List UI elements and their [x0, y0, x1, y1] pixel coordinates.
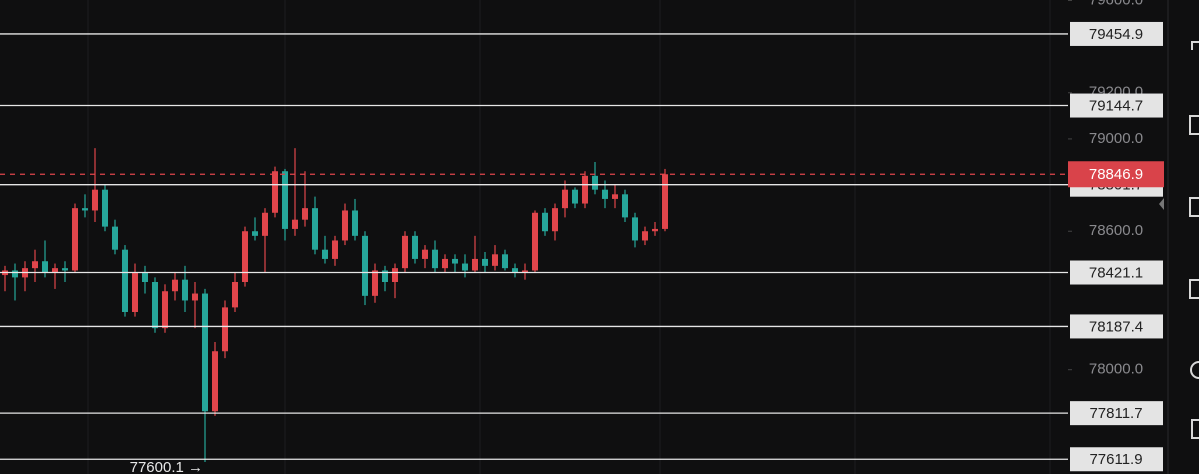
candle-body: [572, 189, 578, 204]
tool-icon: [1189, 279, 1199, 299]
candle-body: [182, 279, 188, 301]
candle-body: [72, 208, 78, 271]
candle-body: [422, 249, 428, 259]
candle-body: [562, 189, 568, 209]
candle-body: [462, 263, 468, 271]
candle-body: [602, 189, 608, 199]
candle-body: [202, 293, 208, 412]
candle-body: [482, 258, 488, 266]
level-label: 78187.4: [1089, 318, 1143, 335]
level-label: 79454.9: [1089, 26, 1143, 43]
candle-body: [92, 189, 98, 211]
candle-body: [452, 258, 458, 264]
tool-icon: [1190, 361, 1199, 379]
candle-body: [222, 307, 228, 352]
candle-body: [522, 270, 528, 273]
candle-body: [432, 249, 438, 269]
level-box: [1070, 314, 1163, 339]
candle-body: [12, 270, 18, 278]
level-box: [1070, 260, 1163, 285]
candle-body: [652, 228, 658, 232]
candle-body: [362, 235, 368, 296]
y-tick-label: 79000.0: [1089, 130, 1143, 147]
level-box: [1070, 21, 1163, 46]
candle-body: [232, 282, 238, 308]
level-box: [1070, 93, 1163, 118]
candle-body: [42, 261, 48, 273]
candle-body: [532, 212, 538, 271]
candle-body: [342, 210, 348, 241]
candles: 77600.1 →: [2, 148, 668, 474]
tool-icon: [1191, 419, 1199, 439]
candle-body: [512, 268, 518, 273]
candle-body: [442, 258, 448, 269]
y-tick-label: 79600.0: [1089, 0, 1143, 8]
toolbar: [1189, 41, 1199, 439]
level-label: 78421.1: [1089, 264, 1143, 281]
candle-body: [612, 194, 618, 199]
candle-body: [542, 212, 548, 232]
tool-icon: [1189, 197, 1199, 217]
collapse-handle[interactable]: [1159, 198, 1164, 210]
candle-body: [192, 293, 198, 301]
candle-body: [152, 282, 158, 329]
candle-body: [62, 268, 68, 271]
candle-body: [282, 171, 288, 229]
candle-body: [162, 291, 168, 329]
level-label: 77811.7: [1089, 405, 1142, 422]
low-annotation: 77600.1 →: [130, 459, 203, 474]
candle-body: [142, 272, 148, 282]
candle-body: [292, 219, 298, 229]
tool-icon: [1191, 41, 1199, 50]
tool-icon: [1189, 115, 1199, 135]
candle-body: [112, 226, 118, 250]
candle-body: [242, 231, 248, 282]
candle-body: [632, 217, 638, 241]
candle-body: [662, 174, 668, 229]
level-box: [1070, 447, 1163, 472]
levels: 79454.979144.778801.778421.178187.477811…: [0, 21, 1164, 472]
y-tick-label: 78600.0: [1089, 222, 1143, 239]
candle-body: [252, 231, 258, 236]
candle-body: [382, 270, 388, 282]
level-label: 77611.9: [1089, 451, 1142, 468]
candle-body: [32, 261, 38, 269]
vertical-grid: [87, 0, 1051, 474]
candle-body: [472, 258, 478, 271]
candle-body: [352, 210, 358, 236]
candle-body: [372, 270, 378, 296]
candle-body: [502, 254, 508, 269]
candle-body: [172, 279, 178, 292]
candle-body: [212, 351, 218, 412]
candle-body: [592, 175, 598, 190]
candle-body: [642, 231, 648, 241]
candle-body: [412, 235, 418, 259]
candle-body: [302, 208, 308, 220]
level-box: [1070, 401, 1163, 426]
candle-body: [582, 175, 588, 204]
y-tick-label: 78000.0: [1089, 361, 1143, 378]
candle-body: [82, 208, 88, 211]
candle-body: [392, 268, 398, 282]
candle-body: [122, 249, 128, 312]
candle-body: [132, 272, 138, 312]
candle-body: [332, 240, 338, 259]
candle-body: [102, 189, 108, 227]
candle-body: [52, 268, 58, 273]
level-label: 79144.7: [1089, 97, 1143, 114]
candle-body: [262, 212, 268, 236]
candle-body: [552, 208, 558, 232]
last-price-label: 78846.9: [1089, 166, 1143, 183]
last-price-box: [1068, 161, 1164, 188]
candle-body: [312, 208, 318, 250]
candle-body: [402, 235, 408, 269]
candle-body: [322, 249, 328, 259]
candle-body: [272, 171, 278, 213]
candle-body: [622, 194, 628, 218]
candle-body: [492, 254, 498, 266]
